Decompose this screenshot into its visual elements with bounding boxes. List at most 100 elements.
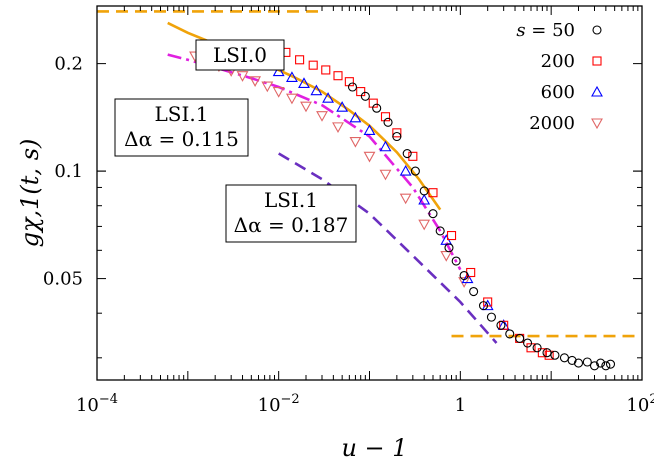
data-point (589, 361, 600, 371)
data-point (419, 186, 429, 196)
data-point (469, 286, 479, 297)
data-point (360, 91, 370, 101)
data-point (349, 136, 362, 148)
data-point (567, 355, 577, 365)
data-point (349, 111, 362, 123)
data-point (392, 131, 402, 142)
legend-marker (592, 25, 602, 35)
data-point (478, 301, 489, 311)
data-point (605, 359, 616, 369)
annotation-label: Δα = 0.115 (124, 127, 239, 151)
data-point (336, 101, 349, 112)
legend-label: s = 50 (516, 20, 575, 41)
data-point (446, 230, 457, 241)
legend-marker (591, 85, 603, 97)
annotation-label: LSI.1 (155, 102, 209, 126)
data-point (499, 320, 509, 330)
x-tick-label: 102 (626, 392, 654, 416)
data-point (347, 82, 358, 92)
annotation-box (195, 39, 285, 71)
legend-label: 2000 (529, 113, 575, 134)
annotation-box (225, 184, 357, 243)
data-point (559, 353, 569, 363)
data-point (286, 71, 298, 82)
data-point (399, 164, 412, 176)
x-tick-label: 10−2 (258, 392, 300, 416)
x-axis-title: u − 1 (341, 434, 407, 461)
data-point (372, 103, 382, 113)
data-point (523, 338, 533, 348)
data-point (601, 361, 611, 371)
data-point (408, 151, 418, 161)
data-point (428, 188, 438, 198)
data-point (582, 357, 592, 367)
y-tick-label: 0.05 (43, 269, 83, 290)
data-point (459, 270, 469, 281)
data-point (532, 343, 542, 353)
data-point (380, 112, 391, 122)
data-point (461, 272, 474, 284)
data-point (496, 320, 506, 330)
data-point (515, 333, 525, 343)
data-point (542, 348, 552, 358)
data-point (550, 350, 560, 360)
data-point (544, 350, 554, 360)
data-point (356, 87, 366, 97)
annotation-label: LSI.1 (264, 188, 318, 212)
data-point (392, 128, 402, 138)
data-point (333, 71, 343, 81)
data-point (261, 81, 274, 93)
y-tick-label: 0.2 (54, 54, 83, 75)
data-point (295, 55, 305, 65)
data-point (444, 243, 454, 253)
data-point (308, 60, 318, 70)
data-point (428, 209, 438, 219)
data-point (379, 140, 392, 152)
data-point (322, 92, 335, 103)
annotation-label: Δα = 0.187 (234, 213, 349, 237)
legend-marker (591, 118, 603, 130)
x-tick-label: 10−4 (76, 392, 118, 416)
y-axis-title: gχ,1(t, s) (16, 139, 44, 248)
data-point (481, 299, 494, 311)
data-point (435, 226, 445, 236)
data-point (451, 256, 461, 266)
data-point (272, 87, 285, 98)
data-point (316, 111, 328, 122)
data-point (286, 93, 298, 105)
legend: s = 50 200 600 2000 (516, 20, 603, 134)
annotation-label: LSI.0 (213, 43, 267, 67)
data-point (537, 348, 547, 358)
data-point (440, 251, 453, 262)
data-point (573, 358, 584, 368)
data-point (310, 84, 323, 96)
data-point (344, 77, 354, 87)
legend-label: 200 (541, 51, 575, 72)
legend-label: 600 (541, 82, 575, 103)
data-point (272, 65, 285, 77)
data-point (298, 77, 310, 88)
data-point (505, 329, 515, 339)
legend-marker (592, 56, 602, 66)
x-tick-label: 1 (455, 395, 466, 416)
data-point (236, 71, 249, 82)
annotation-box (114, 98, 249, 157)
data-point (379, 169, 392, 181)
y-tick-label: 0.1 (54, 161, 83, 182)
data-point (410, 166, 420, 176)
data-point (418, 219, 431, 231)
data-point (486, 312, 496, 322)
axes-layer: 10−4 10−2 1 102 0.05 0.1 0.2 u − 1 gχ,1(t, s) (16, 5, 654, 461)
data-point (321, 65, 331, 75)
data-point (300, 101, 312, 113)
data-point (383, 117, 393, 127)
data-point (363, 124, 376, 135)
data-point (363, 151, 376, 163)
data-point (332, 122, 344, 134)
data-point (596, 358, 606, 368)
data-point (249, 76, 262, 87)
curve-lsi-1 (278, 152, 498, 344)
data-point (399, 193, 412, 205)
